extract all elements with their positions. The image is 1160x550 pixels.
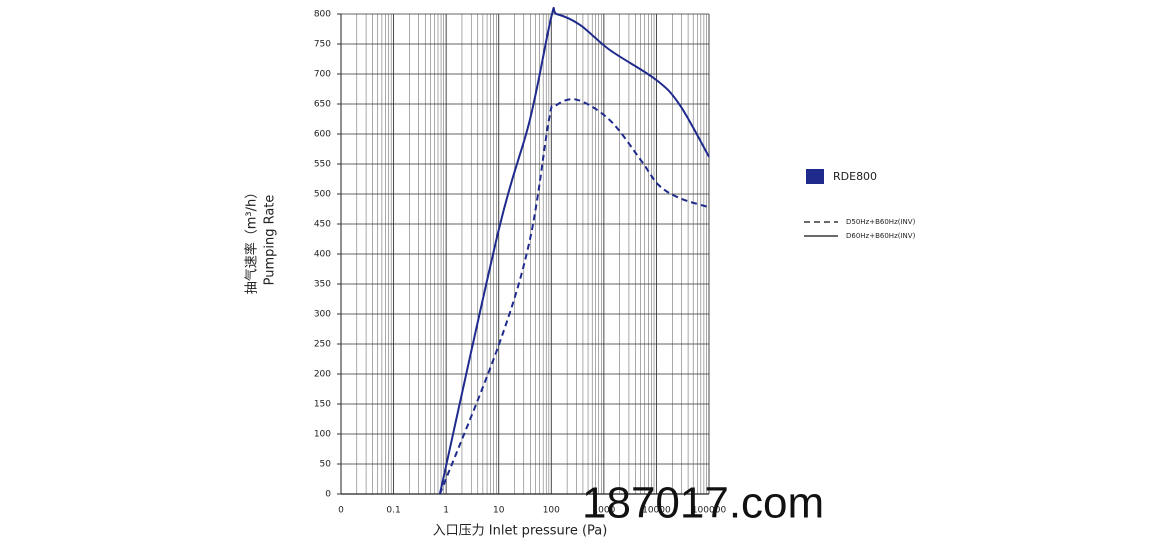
y-tick-label: 400 — [314, 250, 331, 260]
y-tick-label: 600 — [314, 130, 331, 140]
watermark: 187017.com — [582, 479, 824, 528]
series-line — [438, 98, 710, 495]
x-tick-label: 0.1 — [386, 506, 400, 516]
x-tick-label: 10000 — [642, 506, 671, 516]
y-tick-label: 800 — [314, 10, 331, 20]
y-tick-label: 150 — [314, 400, 331, 410]
y-tick-label: 750 — [314, 40, 331, 50]
x-tick-label: 10 — [493, 506, 505, 516]
x-tick-label: 100 — [543, 506, 560, 516]
y-tick-label: 700 — [314, 70, 331, 80]
y-tick-label: 200 — [314, 370, 331, 380]
y-tick-label: 650 — [314, 100, 331, 110]
x-tick-label: 1000 — [592, 506, 615, 516]
x-tick-label: 0 — [338, 506, 344, 516]
y-tick-label: 550 — [314, 160, 331, 170]
x-tick-label: 100000 — [692, 506, 727, 516]
y-tick-label: 350 — [314, 280, 331, 290]
x-tick-label: 1 — [443, 506, 449, 516]
y-tick-label: 450 — [314, 220, 331, 230]
y-axis-label: 抽气速率（m³/h） — [244, 186, 260, 295]
y-axis-label: Pumping Rate — [263, 195, 278, 286]
x-axis-label: 入口压力 Inlet pressure (Pa) — [433, 524, 608, 539]
legend-label: D50Hz+B60Hz(INV) — [846, 218, 916, 226]
legend-title: RDE800 — [833, 170, 877, 183]
legend-label: D60Hz+B60Hz(INV) — [846, 232, 916, 240]
y-tick-label: 500 — [314, 190, 331, 200]
series-line — [438, 6, 710, 495]
y-tick-label: 300 — [314, 310, 331, 320]
legend-swatch — [806, 169, 824, 184]
y-tick-label: 100 — [314, 430, 331, 440]
y-tick-label: 0 — [325, 490, 331, 500]
y-tick-label: 250 — [314, 340, 331, 350]
y-tick-label: 50 — [320, 460, 332, 470]
